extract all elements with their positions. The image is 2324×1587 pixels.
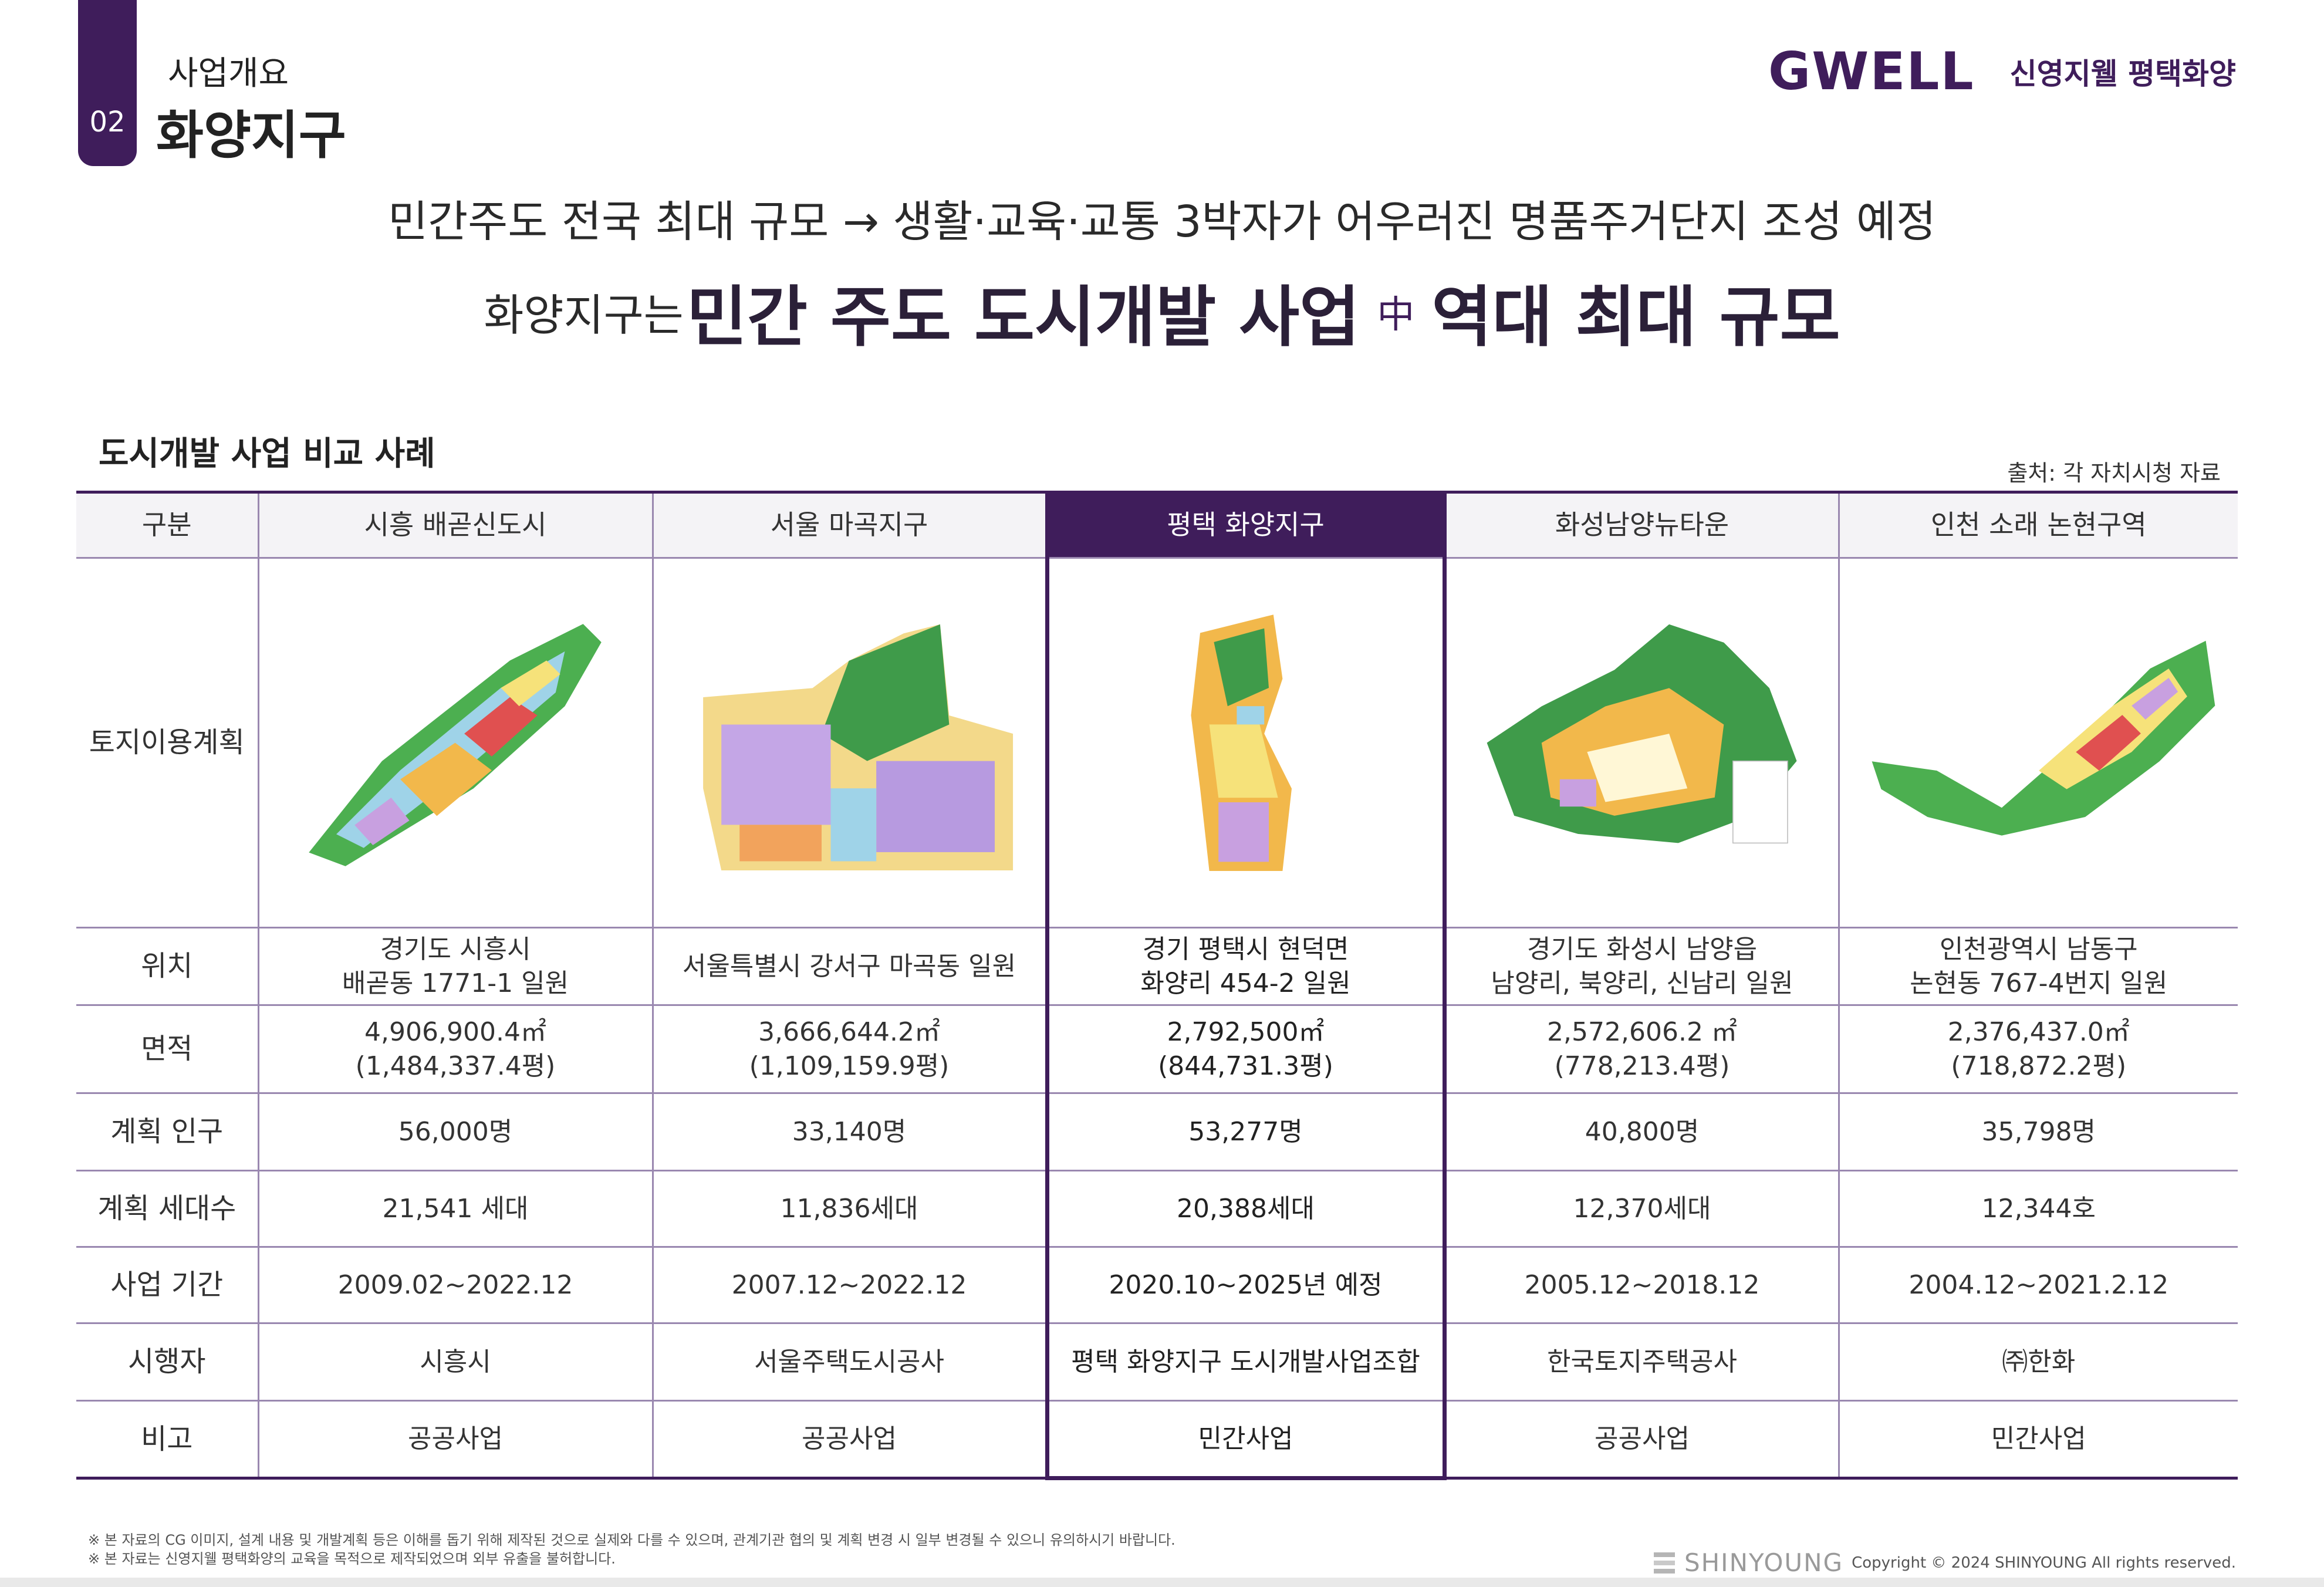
table-cell: 20,388세대 bbox=[1045, 1170, 1447, 1248]
table-cell: 인천광역시 남동구 논현동 767-4번지 일원 bbox=[1839, 927, 2238, 1006]
table-row-note: 비고 공공사업 공공사업 민간사업 공공사업 민간사업 bbox=[76, 1400, 2238, 1480]
table-cell: 11,836세대 bbox=[653, 1170, 1048, 1248]
section-number: 02 bbox=[89, 106, 126, 139]
table-cell: 12,370세대 bbox=[1444, 1170, 1840, 1248]
table-cell: 56,000명 bbox=[258, 1092, 654, 1171]
table-cell: 2,376,437.0㎡ (718,872.2평) bbox=[1839, 1004, 2238, 1094]
source-note: 출처: 각 자치시청 자료 bbox=[2007, 460, 2221, 486]
map-magok-image bbox=[703, 624, 1014, 870]
land-use-map bbox=[1045, 557, 1447, 928]
row-header-label: 구분 bbox=[76, 491, 259, 559]
table-header-row: 구분 시흥 배곧신도시 서울 마곡지구 평택 화양지구 화성남양뉴타운 인천 소… bbox=[76, 491, 2238, 559]
table-row-period: 사업 기간 2009.02~2022.12 2007.12~2022.12 20… bbox=[76, 1246, 2238, 1324]
headline-line1: 민간주도 전국 최대 규모 → 생활·교육·교통 3박자가 어우러진 명품주거단… bbox=[388, 197, 1936, 247]
footer-company: SHINYOUNG bbox=[1684, 1548, 1844, 1577]
column-header-highlight: 평택 화양지구 bbox=[1045, 491, 1447, 559]
land-use-map bbox=[1444, 557, 1840, 928]
map-siheung-image bbox=[309, 624, 602, 866]
map-hwayang-image bbox=[1190, 614, 1292, 871]
section-title: 화양지구 bbox=[156, 105, 346, 166]
table-cell: 2,572,606.2 ㎡ (778,213.4평) bbox=[1444, 1004, 1840, 1094]
table-title: 도시개발 사업 비교 사례 bbox=[99, 435, 435, 473]
land-use-map bbox=[653, 557, 1048, 928]
section-subtitle: 사업개요 bbox=[168, 55, 289, 93]
table-cell: 53,277명 bbox=[1045, 1092, 1447, 1171]
row-label: 사업 기간 bbox=[76, 1246, 259, 1324]
table-cell: 경기도 시흥시 배곧동 1771-1 일원 bbox=[258, 927, 654, 1006]
headline-plus: 中 bbox=[1377, 293, 1415, 337]
table-cell: 한국토지주택공사 bbox=[1444, 1322, 1840, 1402]
footer-copyright: Copyright © 2024 SHINYOUNG All rights re… bbox=[1852, 1554, 2236, 1572]
table-cell: 2009.02~2022.12 bbox=[258, 1246, 654, 1324]
headline-line2: 화양지구는 민간 주도 도시개발 사업 中 역대 최대 규모 bbox=[0, 264, 2324, 359]
table-cell: 서울주택도시공사 bbox=[653, 1322, 1048, 1402]
comparison-table: 구분 시흥 배곧신도시 서울 마곡지구 평택 화양지구 화성남양뉴타운 인천 소… bbox=[76, 491, 2238, 1480]
row-label: 면적 bbox=[76, 1004, 259, 1094]
column-header: 화성남양뉴타운 bbox=[1444, 491, 1840, 559]
table-cell: 33,140명 bbox=[653, 1092, 1048, 1171]
bottom-divider bbox=[0, 1578, 2324, 1587]
land-use-map bbox=[1839, 557, 2238, 928]
brand-header: GWELL 신영지웰 평택화양 bbox=[1768, 41, 2236, 102]
land-use-map bbox=[258, 557, 654, 928]
row-label: 시행자 bbox=[76, 1322, 259, 1402]
disclaimer-line: ※ 본 자료는 신영지웰 평택화양의 교육을 목적으로 제작되었으며 외부 유출… bbox=[88, 1551, 616, 1568]
table-cell: 공공사업 bbox=[1444, 1400, 1840, 1480]
row-label: 위치 bbox=[76, 927, 259, 1006]
table-cell: 2005.12~2018.12 bbox=[1444, 1246, 1840, 1324]
table-cell: 경기 평택시 현덕면 화양리 454-2 일원 bbox=[1045, 927, 1447, 1006]
column-header: 시흥 배곧신도시 bbox=[258, 491, 654, 559]
column-header: 서울 마곡지구 bbox=[653, 491, 1048, 559]
table-cell: 평택 화양지구 도시개발사업조합 bbox=[1045, 1322, 1447, 1402]
table-cell: 3,666,644.2㎡ (1,109,159.9평) bbox=[653, 1004, 1048, 1094]
table-cell: 민간사업 bbox=[1839, 1400, 2238, 1480]
table-cell: 35,798명 bbox=[1839, 1092, 2238, 1171]
row-label: 토지이용계획 bbox=[76, 557, 259, 928]
table-cell: 2,792,500㎡ (844,731.3평) bbox=[1045, 1004, 1447, 1094]
table-cell: 민간사업 bbox=[1045, 1400, 1447, 1480]
disclaimer-line: ※ 본 자료의 CG 이미지, 설계 내용 및 개발계획 등은 이해를 돕기 위… bbox=[88, 1532, 1175, 1548]
headline-lead: 화양지구는 bbox=[484, 290, 684, 341]
table-row-plan: 토지이용계획 bbox=[76, 557, 2238, 928]
gwell-logo: GWELL bbox=[1768, 41, 1975, 102]
section-tab bbox=[78, 0, 137, 166]
table-cell: 4,906,900.4㎡ (1,484,337.4평) bbox=[258, 1004, 654, 1094]
table-cell: 2007.12~2022.12 bbox=[653, 1246, 1048, 1324]
brand-name: 신영지웰 평택화양 bbox=[2009, 56, 2236, 91]
table-row-population: 계획 인구 56,000명 33,140명 53,277명 40,800명 35… bbox=[76, 1092, 2238, 1171]
table-cell: 공공사업 bbox=[653, 1400, 1048, 1480]
table-row-area: 면적 4,906,900.4㎡ (1,484,337.4평) 3,666,644.… bbox=[76, 1004, 2238, 1094]
headline-emphasis-1: 민간 주도 도시개발 사업 bbox=[686, 279, 1360, 356]
row-label: 계획 세대수 bbox=[76, 1170, 259, 1248]
table-cell: 서울특별시 강서구 마곡동 일원 bbox=[653, 927, 1048, 1006]
table-cell: 2004.12~2021.2.12 bbox=[1839, 1246, 2238, 1324]
table-cell: 12,344호 bbox=[1839, 1170, 2238, 1248]
headline-emphasis-2: 역대 최대 규모 bbox=[1431, 279, 1840, 356]
disclaimer: ※ 본 자료의 CG 이미지, 설계 내용 및 개발계획 등은 이해를 돕기 위… bbox=[88, 1531, 1175, 1569]
table-cell: 시흥시 bbox=[258, 1322, 654, 1402]
column-header: 인천 소래 논현구역 bbox=[1839, 491, 2238, 559]
table-cell: 공공사업 bbox=[258, 1400, 654, 1480]
table-row-location: 위치 경기도 시흥시 배곧동 1771-1 일원 서울특별시 강서구 마곡동 일원… bbox=[76, 927, 2238, 1006]
footer-brand: SHINYOUNG Copyright © 2024 SHINYOUNG All… bbox=[1653, 1548, 2236, 1577]
row-label: 계획 인구 bbox=[76, 1092, 259, 1171]
shinyoung-logo-icon bbox=[1653, 1552, 1675, 1574]
table-cell: 40,800명 bbox=[1444, 1092, 1840, 1171]
table-row-households: 계획 세대수 21,541 세대 11,836세대 20,388세대 12,37… bbox=[76, 1170, 2238, 1248]
table-cell: 21,541 세대 bbox=[258, 1170, 654, 1248]
table-cell: 2020.10~2025년 예정 bbox=[1045, 1246, 1447, 1324]
map-sorae-image bbox=[1872, 640, 2215, 836]
row-label: 비고 bbox=[76, 1400, 259, 1480]
table-cell: ㈜한화 bbox=[1839, 1322, 2238, 1402]
table-cell: 경기도 화성시 남양읍 남양리, 북양리, 신남리 일원 bbox=[1444, 927, 1840, 1006]
table-row-operator: 시행자 시흥시 서울주택도시공사 평택 화양지구 도시개발사업조합 한국토지주택… bbox=[76, 1322, 2238, 1402]
map-namyang-image bbox=[1487, 624, 1797, 844]
